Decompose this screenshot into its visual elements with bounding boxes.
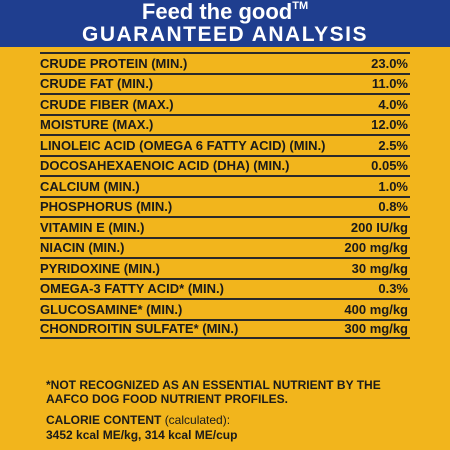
nutrient-value: 11.0% [371, 76, 408, 92]
analysis-row: CRUDE FIBER (MAX.) 4.0% [40, 93, 410, 114]
analysis-table: CRUDE PROTEIN (MIN.) 23.0% CRUDE FAT (MIN.… [40, 52, 410, 339]
nutrient-value: 400 mg/kg [344, 301, 408, 317]
analysis-row: PHOSPHORUS (MIN.) 0.8% [40, 195, 410, 217]
analysis-row: OMEGA-3 FATTY ACID* (MIN.) 0.3% [40, 277, 410, 299]
footnote: *NOT RECOGNIZED AS AN ESSENTIAL NUTRIENT… [46, 378, 381, 406]
nutrient-label: CHONDROITIN SULFATE* (MIN.) [40, 321, 239, 337]
nutrient-label: OMEGA-3 FATTY ACID* (MIN.) [40, 281, 224, 297]
nutrient-label: PYRIDOXINE (MIN.) [40, 260, 160, 276]
trademark-mark: TM [292, 0, 309, 12]
analysis-row: CRUDE FAT (MIN.) 11.0% [40, 72, 410, 94]
analysis-row: CALCIUM (MIN.) 1.0% [40, 175, 410, 196]
calorie-values: 3452 kcal ME/kg, 314 kcal ME/cup [46, 428, 238, 442]
analysis-row: MOISTURE (MAX.) 12.0% [40, 113, 410, 135]
nutrient-value: 0.05% [371, 158, 408, 174]
analysis-row: CHONDROITIN SULFATE* (MIN.) 300 mg/kg [40, 318, 410, 339]
nutrient-label: CALCIUM (MIN.) [40, 178, 140, 194]
nutrient-value: 0.8% [378, 199, 408, 215]
nutrient-label: MOISTURE (MAX.) [40, 117, 154, 133]
nutrient-value: 200 mg/kg [344, 240, 408, 256]
nutrient-value: 2.5% [378, 137, 408, 153]
analysis-row: DOCOSAHEXAENOIC ACID (DHA) (MIN.) 0.05% [40, 154, 410, 176]
analysis-row: VITAMIN E (MIN.) 200 IU/kg [40, 216, 410, 237]
nutrient-label: NIACIN (MIN.) [40, 240, 125, 256]
nutrient-label: CRUDE PROTEIN (MIN.) [40, 55, 188, 71]
calorie-content-title: CALORIE CONTENT (calculated): [46, 413, 230, 427]
nutrient-value: 1.0% [378, 178, 408, 194]
nutrient-value: 300 mg/kg [344, 321, 408, 337]
page-title: GUARANTEED ANALYSIS [82, 23, 368, 46]
nutrient-value: 4.0% [378, 96, 408, 112]
analysis-row: PYRIDOXINE (MIN.) 30 mg/kg [40, 257, 410, 278]
nutrient-label: CRUDE FIBER (MAX.) [40, 96, 174, 112]
calorie-label: CALORIE CONTENT [46, 413, 162, 427]
nutrient-label: CRUDE FAT (MIN.) [40, 76, 154, 92]
nutrient-label: GLUCOSAMINE* (MIN.) [40, 301, 183, 317]
analysis-row: GLUCOSAMINE* (MIN.) 400 mg/kg [40, 298, 410, 319]
nutrient-label: DOCOSAHEXAENOIC ACID (DHA) (MIN.) [40, 158, 290, 174]
nutrient-label: PHOSPHORUS (MIN.) [40, 199, 173, 215]
analysis-row: NIACIN (MIN.) 200 mg/kg [40, 236, 410, 258]
nutrient-value: 12.0% [371, 117, 408, 133]
nutrient-label: VITAMIN E (MIN.) [40, 219, 145, 235]
analysis-row: CRUDE PROTEIN (MIN.) 23.0% [40, 52, 410, 73]
analysis-row: LINOLEIC ACID (OMEGA 6 FATTY ACID) (MIN.… [40, 134, 410, 155]
calorie-calculated-note: (calculated): [164, 413, 231, 427]
nutrient-value: 23.0% [371, 55, 408, 71]
header-banner: Feed the goodTM GUARANTEED ANALYSIS [0, 0, 450, 47]
nutrient-label: LINOLEIC ACID (OMEGA 6 FATTY ACID) (MIN.… [40, 137, 326, 153]
nutrient-value: 30 mg/kg [351, 260, 408, 276]
tagline-text: Feed the good [141, 0, 293, 24]
tagline: Feed the goodTM [0, 0, 450, 24]
nutrient-value: 0.3% [378, 281, 408, 297]
nutrient-value: 200 IU/kg [350, 219, 408, 235]
